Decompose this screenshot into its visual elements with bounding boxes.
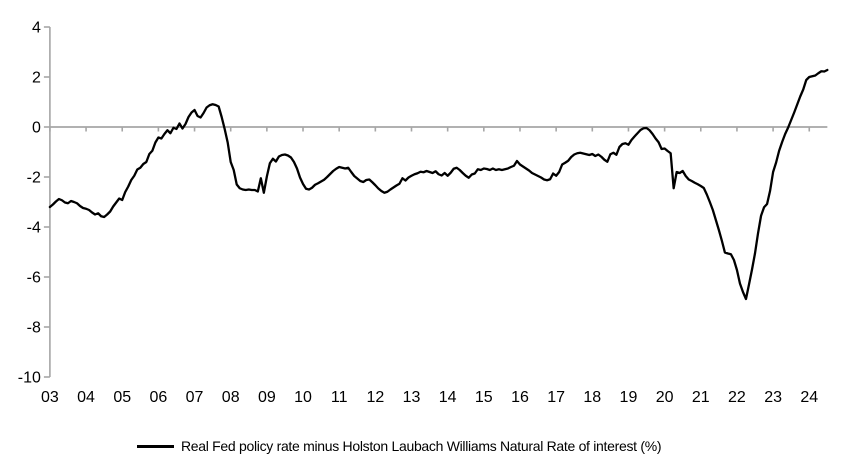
x-axis-label: 19 <box>620 389 638 406</box>
x-axis-label: 20 <box>656 389 674 406</box>
x-axis-label: 03 <box>41 389 59 406</box>
legend: Real Fed policy rate minus Holston Lauba… <box>137 437 662 455</box>
x-axis-label: 04 <box>77 389 95 406</box>
x-axis-label: 12 <box>366 389 384 406</box>
legend-label: Real Fed policy rate minus Holston Lauba… <box>181 438 662 454</box>
legend-line-swatch <box>137 444 174 448</box>
x-axis-label: 14 <box>439 389 457 406</box>
x-axis-label: 07 <box>186 389 204 406</box>
y-axis-label: 0 <box>32 120 41 137</box>
x-axis-label: 24 <box>800 389 818 406</box>
series-line <box>48 68 829 301</box>
x-axis-label: 13 <box>403 389 421 406</box>
y-axis-label: 4 <box>32 20 41 37</box>
y-axis-label: -10 <box>18 370 41 387</box>
x-axis-label: 05 <box>113 389 131 406</box>
x-axis-label: 11 <box>331 389 348 406</box>
y-axis-label: -8 <box>27 320 41 337</box>
x-axis-label: 10 <box>294 389 312 406</box>
x-axis-label: 21 <box>692 389 710 406</box>
series-layer <box>48 68 829 301</box>
y-axis-label: -4 <box>27 220 41 237</box>
y-axis-label: 2 <box>32 70 41 87</box>
y-axis-label: -6 <box>27 270 41 287</box>
x-axis-label: 16 <box>511 389 529 406</box>
x-axis-label: 17 <box>547 389 565 406</box>
x-axis-label: 22 <box>728 389 746 406</box>
x-axis-label: 06 <box>149 389 167 406</box>
y-axis-label: -2 <box>27 170 41 187</box>
x-axis-label: 09 <box>258 389 276 406</box>
x-axis-label: 18 <box>583 389 601 406</box>
x-axis-label: 15 <box>475 389 493 406</box>
x-axis-label: 23 <box>764 389 782 406</box>
x-axis-label: 08 <box>222 389 240 406</box>
